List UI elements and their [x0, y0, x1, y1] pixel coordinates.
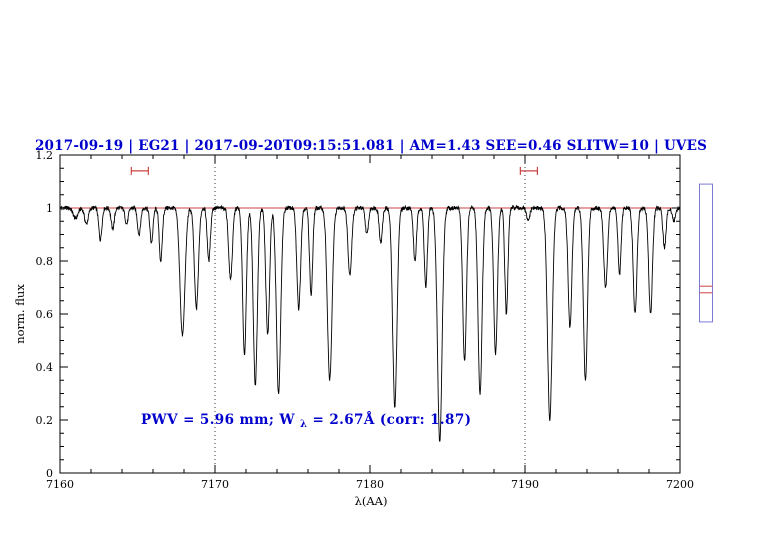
- y-tick-label: 0.4: [36, 361, 54, 374]
- x-tick-label: 7190: [511, 478, 539, 491]
- y-tick-label: 0.6: [36, 308, 54, 321]
- y-tick-label: 0: [46, 467, 53, 480]
- y-tick-label: 1.2: [36, 149, 54, 162]
- y-axis-label: norm. flux: [13, 284, 27, 344]
- pwv-annotation: PWV = 5.96 mm; W λ = 2.67Å (corr: 1.87): [141, 412, 471, 431]
- x-tick-label: 7200: [666, 478, 694, 491]
- interval-markers: [130, 166, 539, 175]
- pwv-annotation-suffix: = 2.67Å (corr: 1.87): [313, 412, 472, 428]
- axis-ticks: [59, 154, 681, 474]
- x-axis-label: λ(AA): [355, 494, 388, 508]
- pwv-annotation-prefix: PWV = 5.96 mm; W: [141, 412, 295, 428]
- x-tick-label: 7160: [46, 478, 74, 491]
- tick-labels: 7160 7170 7180 7190 7200 0 0.2 0.4 0.6 0.8 1 1.2: [36, 149, 695, 491]
- plot-title: 2017-09-19 | EG21 | 2017-09-20T09:15:51.…: [35, 138, 707, 154]
- x-tick-label: 7170: [201, 478, 229, 491]
- side-gauge: [699, 183, 713, 323]
- side-gauge-box: [699, 183, 713, 323]
- y-tick-label: 0.2: [36, 414, 54, 427]
- chart-generated-layers: 7160 7170 7180 7190 7200 0 0.2 0.4 0.6 0.8 1 1.2: [36, 149, 713, 491]
- x-tick-label: 7180: [356, 478, 384, 491]
- spectrum-trace: [59, 204, 681, 443]
- y-tick-label: 1: [46, 202, 53, 215]
- pwv-annotation-subscript: λ: [300, 419, 307, 430]
- y-tick-label: 0.8: [36, 255, 54, 268]
